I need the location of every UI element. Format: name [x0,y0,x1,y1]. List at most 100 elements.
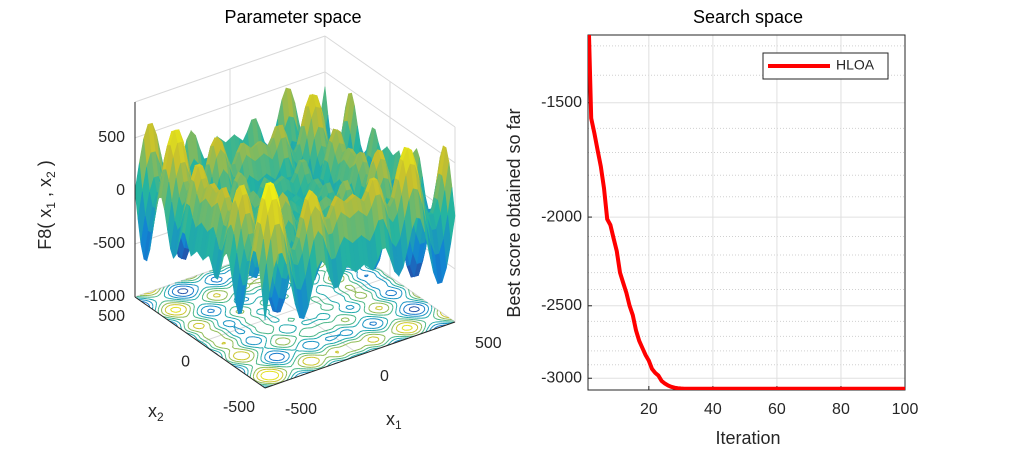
contour [425,316,429,319]
contour [323,344,327,347]
contour [170,295,173,298]
contour [440,317,445,320]
contour [400,294,402,298]
contour [235,365,240,368]
contour [422,305,425,308]
contour [252,373,255,377]
contour [323,280,327,284]
contour [298,372,301,375]
contour [329,339,334,342]
contour [221,330,225,333]
contour [243,331,246,334]
contour [194,332,198,335]
contour [362,321,365,324]
contour [390,282,394,285]
contour [405,295,408,299]
contour [340,326,345,329]
contour [377,339,380,342]
contour [231,306,235,309]
contour [225,328,228,332]
contour [309,335,314,338]
contour [225,295,228,298]
contour [328,328,333,331]
contour [368,308,371,311]
contour [256,367,261,370]
contour [240,346,245,349]
contour [375,323,377,325]
contour [240,316,245,319]
contour [212,346,216,350]
contour [359,318,362,322]
contour [276,317,280,320]
contour [415,303,420,306]
contour [318,351,323,354]
contour [385,340,389,344]
contour [271,334,275,337]
contour [346,293,350,296]
contour [201,332,204,335]
contour [317,323,321,326]
contour [401,326,404,329]
contour [324,303,330,305]
contour [331,300,336,303]
contour [415,319,420,321]
contour [239,321,242,324]
contour [362,287,365,291]
contour [332,287,335,290]
contour [316,291,318,293]
contour [185,328,188,332]
contour [377,318,382,321]
contour [327,317,329,320]
contour [390,278,394,281]
contour [171,310,176,313]
contour [299,356,302,360]
contour [214,318,218,322]
contour [271,330,274,334]
contour [226,286,231,289]
contour [235,338,238,342]
contour [401,302,404,305]
contour [339,289,342,292]
contour [236,360,242,363]
contour [218,351,222,354]
contour [268,363,274,365]
contour [368,346,373,349]
contour [259,366,264,369]
contour [195,275,198,277]
contour [256,363,261,366]
contour [235,311,239,314]
contour [223,320,227,323]
contour [345,339,349,342]
contour [384,277,388,281]
contour [339,342,343,345]
contour [339,293,343,296]
contour [161,306,164,309]
contour [140,299,145,301]
contour [256,277,261,280]
contour [395,287,399,290]
contour [412,331,415,333]
contour [378,300,383,302]
contour [221,269,225,272]
contour [333,324,337,328]
contour [360,291,363,294]
contour [201,275,205,279]
contour [333,288,335,291]
contour [252,357,254,360]
contour [158,288,161,291]
contour [317,367,322,370]
contour [280,324,284,327]
contour [381,306,383,308]
contour [191,298,196,301]
contour [351,273,353,277]
contour [162,304,165,307]
contour [433,310,435,314]
contour [377,326,382,329]
contour [414,332,419,335]
contour [360,346,364,350]
contour [203,313,207,316]
contour [310,299,314,302]
contour [191,295,195,298]
contour [226,280,228,282]
contour [272,378,276,381]
